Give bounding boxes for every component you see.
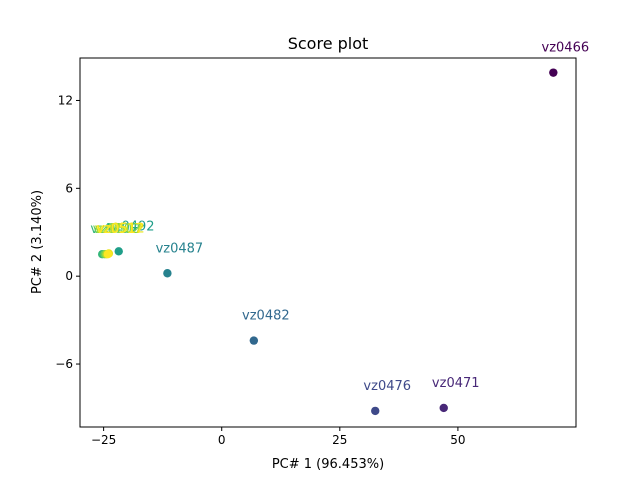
- y-tick-label: 0: [65, 269, 73, 283]
- data-point-vz0466: [549, 68, 558, 77]
- data-point-vz0482: [249, 336, 259, 345]
- data-label-vz0482: vz0482: [242, 309, 290, 324]
- data-point-vz0492: [114, 247, 123, 256]
- data-label-vz0466: vz0466: [542, 41, 590, 56]
- plot-area: [79, 57, 577, 428]
- y-tick-label: 12: [58, 93, 73, 107]
- data-label-vz0471: vz0471: [432, 376, 480, 391]
- data-point-vz0487: [163, 269, 172, 278]
- x-axis-label: PC# 1 (96.453%): [272, 457, 384, 472]
- x-axis-ticks: −25 0 25 50: [91, 427, 466, 447]
- x-tick-label: 50: [450, 433, 465, 447]
- y-axis-ticks: −6 0 6 12: [55, 93, 80, 371]
- y-tick-label: −6: [55, 357, 73, 371]
- data-label-vz0476: vz0476: [363, 379, 411, 394]
- y-tick-label: 6: [65, 181, 73, 195]
- x-tick-label: 25: [332, 433, 347, 447]
- data-label-vz0507: vz0507: [95, 222, 143, 237]
- data-point-vz0476: [371, 406, 380, 416]
- data-label-vz0517: vz0517: [96, 222, 144, 237]
- data-label-vz0512: vz0512: [97, 221, 145, 236]
- data-label-vz0487: vz0487: [156, 241, 204, 256]
- data-label-vz0492: vz0492: [107, 219, 155, 234]
- chart-title: Score plot: [288, 34, 369, 53]
- x-tick-label: −25: [91, 433, 116, 447]
- data-label-vz0497: vz0497: [90, 222, 138, 237]
- plot-points: vz0466 vz0471 vz0476 vz0482 vz0487vz0492vz04…: [90, 41, 590, 416]
- y-axis-label: PC# 2 (3.140%): [30, 190, 45, 294]
- data-point-vz0471: [439, 403, 448, 413]
- data-point-vz0517: [103, 250, 113, 259]
- data-label-vz0502: vz0502: [93, 222, 141, 237]
- x-tick-label: 0: [218, 433, 226, 447]
